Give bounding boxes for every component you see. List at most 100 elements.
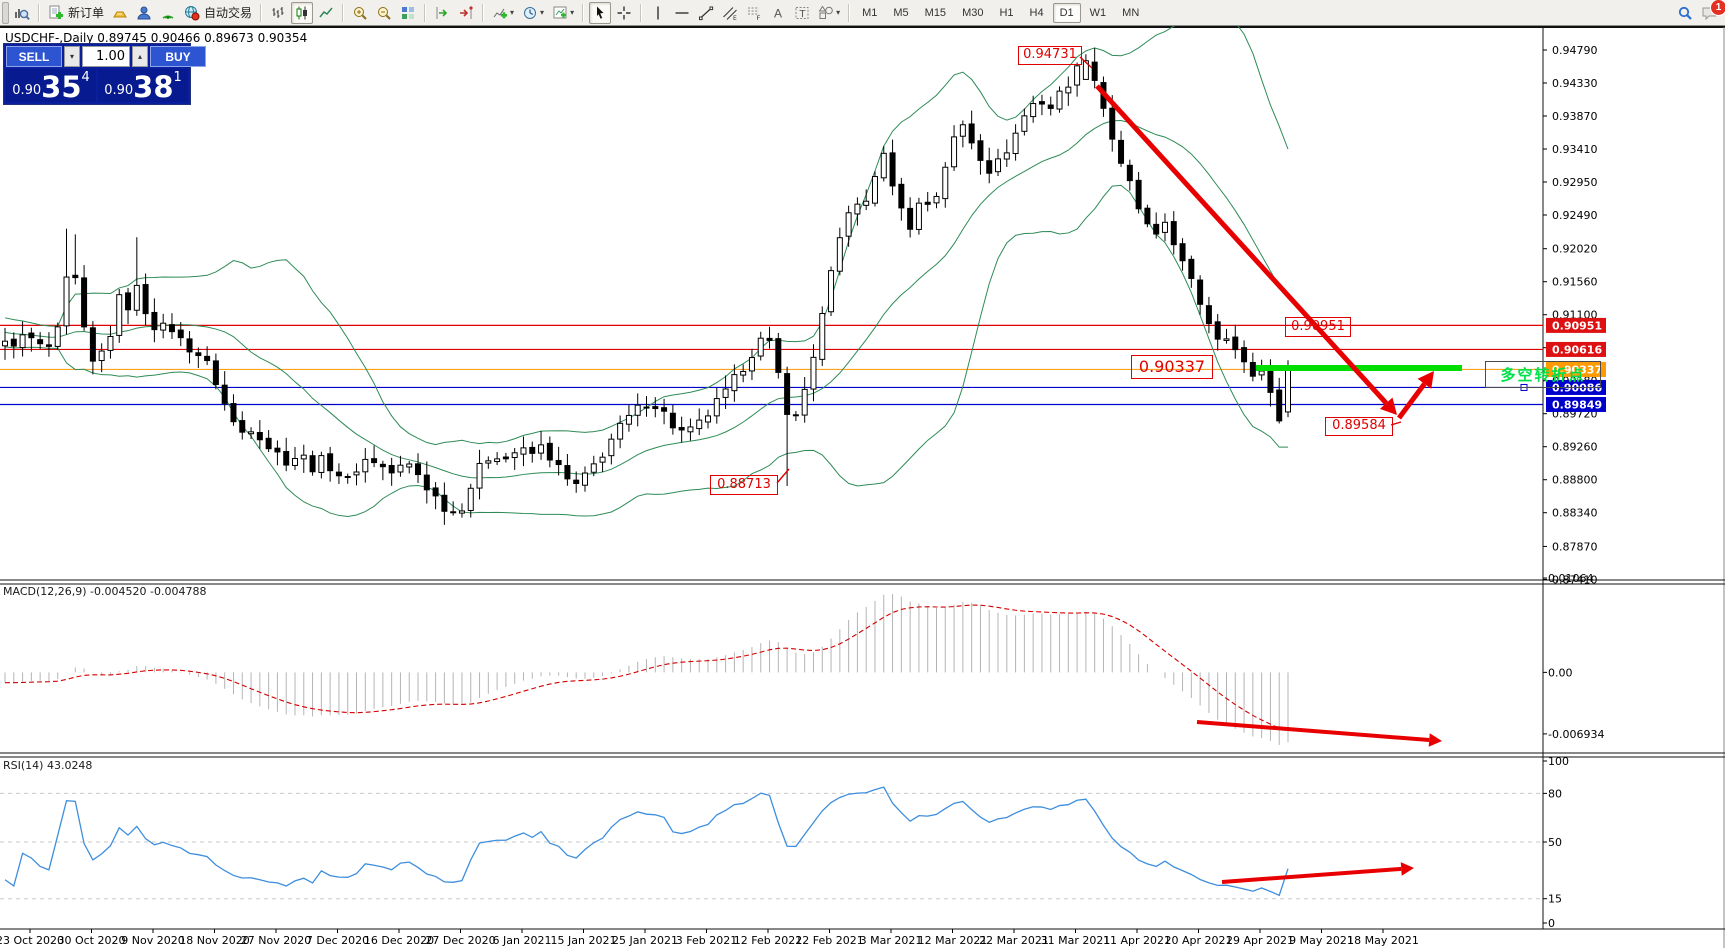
dropdown-caret: ▾	[510, 8, 515, 17]
chart-shift-icon[interactable]	[455, 2, 477, 24]
profile-icon[interactable]	[133, 2, 155, 24]
candle	[28, 332, 35, 339]
gold-symbol-icon[interactable]	[109, 2, 131, 24]
candle	[590, 463, 597, 473]
buy-price[interactable]: 0.90 38 1	[98, 69, 188, 102]
annotation-connector	[1079, 56, 1093, 69]
green-pivot-bar[interactable]	[1256, 365, 1462, 371]
candle	[1109, 107, 1116, 140]
vertical-line-tool-icon[interactable]	[647, 2, 669, 24]
candle	[995, 158, 1002, 173]
candle	[265, 437, 272, 450]
tile-windows-icon[interactable]	[397, 2, 419, 24]
equidistant-channel-tool-icon[interactable]: E	[719, 2, 741, 24]
candle	[177, 329, 184, 339]
candle	[1267, 369, 1274, 393]
macd-indicator-label: MACD(12,26,9) -0.004520 -0.004788	[3, 585, 207, 598]
volume-input[interactable]	[82, 46, 130, 67]
time-tick-label: 15 Jan 2021	[551, 934, 617, 947]
candle	[854, 203, 861, 215]
trend-arrow[interactable]	[1221, 862, 1414, 884]
shapes-button[interactable]: ▾	[815, 2, 843, 24]
svg-text:F: F	[757, 14, 761, 21]
candle	[555, 460, 562, 466]
trend-arrow[interactable]	[1396, 371, 1434, 420]
fibonacci-tool-icon[interactable]: F	[743, 2, 765, 24]
timeframe-d1[interactable]: D1	[1052, 2, 1081, 23]
timeframe-h1[interactable]: H1	[999, 6, 1014, 19]
price-tick-label: 0.88800	[1552, 474, 1598, 487]
macd-axis: 0.01064 0.00 -0.006934	[1543, 572, 1604, 741]
timeframe-mn[interactable]: MN	[1122, 6, 1140, 19]
candle	[485, 460, 492, 464]
sell-price-sup: 4	[81, 70, 90, 85]
candle	[907, 207, 914, 230]
timeframe-m5[interactable]: M5	[893, 6, 909, 19]
volume-decrease-button[interactable]: ▾	[64, 46, 80, 67]
candle	[1030, 103, 1037, 118]
volume-increase-button[interactable]: ▴	[132, 46, 148, 67]
horizontal-line-tool-icon[interactable]	[671, 2, 693, 24]
svg-text:T: T	[799, 8, 806, 20]
dropdown-caret: ▾	[570, 8, 575, 17]
trend-arrow[interactable]	[1095, 84, 1397, 415]
svg-text:0: 0	[1548, 917, 1555, 930]
candle	[283, 451, 290, 466]
periods-button[interactable]: ▾	[519, 2, 547, 24]
candlestick-chart-icon[interactable]	[291, 1, 314, 24]
zoom-in-icon[interactable]	[349, 2, 371, 24]
search-icon[interactable]	[1674, 2, 1696, 24]
signal-icon[interactable]	[157, 2, 179, 24]
candle	[529, 446, 536, 454]
sell-button[interactable]: SELL	[6, 46, 62, 67]
candle	[160, 322, 167, 331]
text-tool-icon[interactable]: A	[767, 2, 789, 24]
templates-button[interactable]: ▾	[549, 2, 577, 24]
timeframe-m30[interactable]: M30	[962, 6, 984, 19]
timeframe-m1[interactable]: M1	[862, 6, 878, 19]
candle	[968, 123, 975, 144]
timeframe-h4[interactable]: H4	[1029, 6, 1044, 19]
candle	[924, 201, 931, 205]
time-tick-label: 30 Oct 2020	[57, 934, 125, 947]
crosshair-icon[interactable]	[613, 2, 635, 24]
notifications-icon[interactable]: 1	[1698, 0, 1725, 24]
candle	[151, 311, 158, 331]
buy-button[interactable]: BUY	[150, 46, 206, 67]
chart-magnifier-icon[interactable]	[11, 2, 33, 24]
candle	[625, 414, 632, 425]
text-label-tool-icon[interactable]: T	[791, 2, 813, 24]
trend-arrow[interactable]	[1196, 720, 1442, 747]
candle	[784, 373, 791, 415]
trendline-tool-icon[interactable]	[695, 2, 717, 24]
indicators-button[interactable]: ▾	[489, 2, 517, 24]
time-tick-label: 23 Oct 2020	[0, 934, 64, 947]
auto-scroll-icon[interactable]	[431, 2, 453, 24]
timeframe-w1[interactable]: W1	[1089, 6, 1107, 19]
candle	[371, 458, 378, 464]
candle	[871, 176, 878, 204]
time-tick-label: 11 Apr 2021	[1103, 934, 1171, 947]
candles	[2, 47, 1291, 525]
candle	[599, 456, 606, 463]
sell-price[interactable]: 0.90 35 4	[6, 69, 96, 102]
candle	[845, 212, 852, 237]
auto-trading-button[interactable]: 自动交易	[181, 2, 255, 24]
line-chart-icon[interactable]	[315, 2, 337, 24]
bar-chart-icon[interactable]	[267, 2, 289, 24]
new-order-button[interactable]: 新订单	[45, 2, 107, 24]
candle	[107, 335, 114, 351]
candle	[195, 352, 202, 357]
clipped-toolbar-icon[interactable]	[2, 1, 9, 24]
candle	[898, 183, 905, 209]
candle	[511, 452, 518, 459]
cursor-icon[interactable]	[589, 1, 612, 24]
timeframe-m15[interactable]: M15	[924, 6, 947, 19]
buy-price-small: 0.90	[104, 83, 134, 98]
price-tick-label: 0.88340	[1552, 507, 1598, 520]
candle	[959, 124, 966, 137]
candle	[19, 334, 26, 349]
zoom-out-icon[interactable]	[373, 2, 395, 24]
candle	[2, 340, 8, 347]
